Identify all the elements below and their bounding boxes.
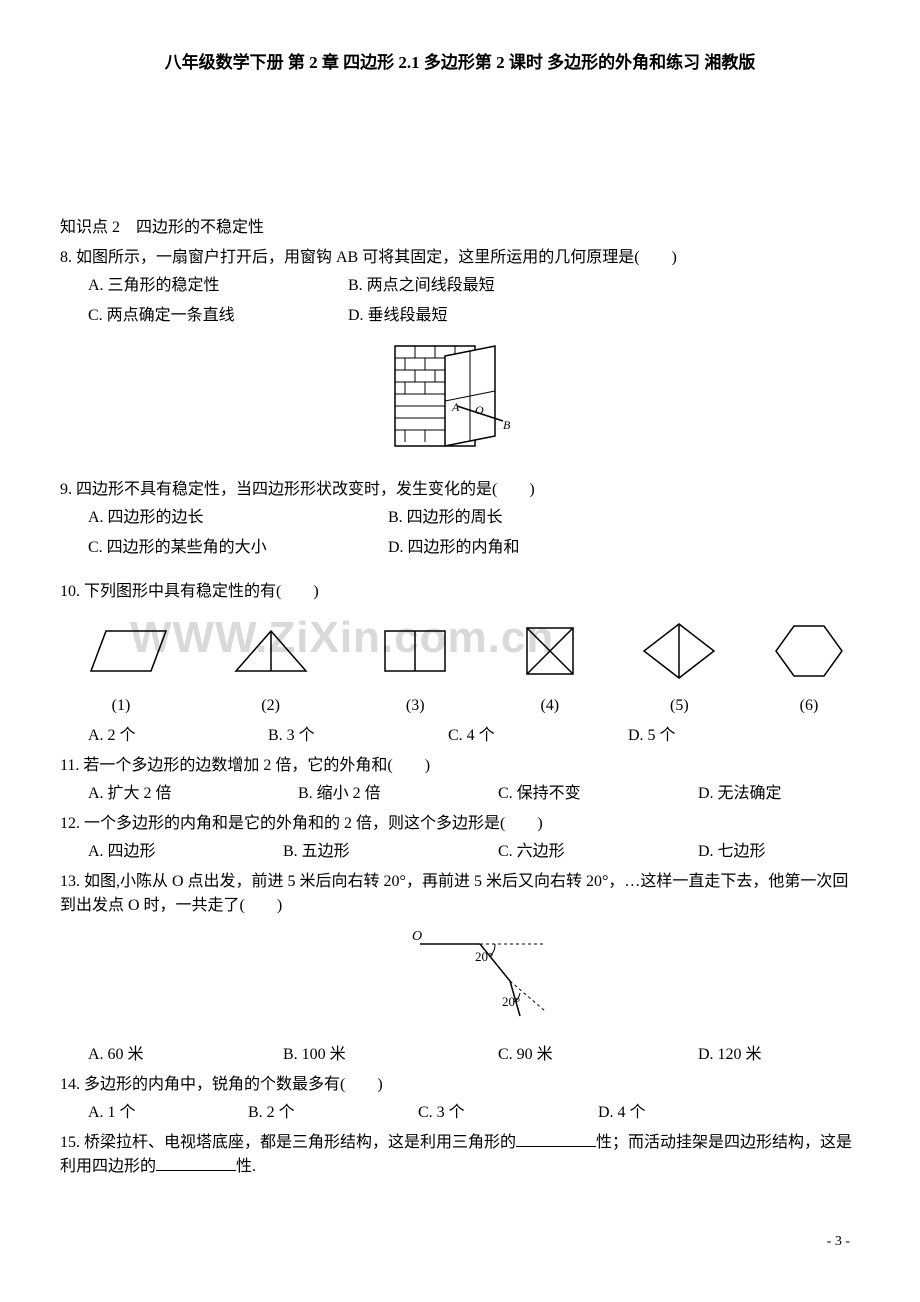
shape-4: (4): [505, 616, 595, 718]
shape-5-label: (5): [634, 694, 724, 718]
q14-optA: A. 1 个: [88, 1101, 248, 1125]
q12-options: A. 四边形 B. 五边形 C. 六边形 D. 七边形: [88, 840, 860, 864]
q14-optD: D. 4 个: [598, 1101, 646, 1125]
shape-6: (6): [764, 616, 854, 718]
q13-optD: D. 120 米: [698, 1043, 762, 1067]
q10-text: 10. 下列图形中具有稳定性的有( ): [60, 580, 860, 604]
shape-4-label: (4): [505, 694, 595, 718]
shape-1: (1): [66, 616, 176, 718]
q8-options-row1: A. 三角形的稳定性 B. 两点之间线段最短: [88, 274, 860, 298]
q9-optA: A. 四边形的边长: [88, 506, 388, 530]
q9-optC: C. 四边形的某些角的大小: [88, 536, 388, 560]
q13-optC: C. 90 米: [498, 1043, 698, 1067]
q10-optD: D. 5 个: [628, 724, 676, 748]
shape-3-label: (3): [365, 694, 465, 718]
q12-optB: B. 五边形: [283, 840, 498, 864]
q11-optB: B. 缩小 2 倍: [298, 782, 498, 806]
q9-row1: A. 四边形的边长 B. 四边形的周长: [88, 506, 860, 530]
q11-optD: D. 无法确定: [698, 782, 782, 806]
q13-optA: A. 60 米: [88, 1043, 283, 1067]
page-title: 八年级数学下册 第 2 章 四边形 2.1 多边形第 2 课时 多边形的外角和练…: [60, 50, 860, 76]
q13-figure: O 20° 20°: [60, 926, 860, 1029]
shape-2-label: (2): [216, 694, 326, 718]
q14-optC: C. 3 个: [418, 1101, 598, 1125]
q8-optC: C. 两点确定一条直线: [88, 304, 348, 328]
q8-optA: A. 三角形的稳定性: [88, 274, 348, 298]
q12-text: 12. 一个多边形的内角和是它的外角和的 2 倍，则这个多边形是( ): [60, 812, 860, 836]
shape-5: (5): [634, 616, 724, 718]
document-content: 八年级数学下册 第 2 章 四边形 2.1 多边形第 2 课时 多边形的外角和练…: [60, 50, 860, 1179]
q12-optC: C. 六边形: [498, 840, 698, 864]
q9-optD: D. 四边形的内角和: [388, 536, 520, 560]
page-number: - 3 -: [827, 1231, 850, 1252]
q11-text: 11. 若一个多边形的边数增加 2 倍，它的外角和( ): [60, 754, 860, 778]
q12-optA: A. 四边形: [88, 840, 283, 864]
q8-optD: D. 垂线段最短: [348, 304, 448, 328]
q8-optB: B. 两点之间线段最短: [348, 274, 495, 298]
q8-figure: A O B: [60, 336, 860, 464]
q14-text: 14. 多边形的内角中，锐角的个数最多有( ): [60, 1073, 860, 1097]
q11-optC: C. 保持不变: [498, 782, 698, 806]
q12-optD: D. 七边形: [698, 840, 766, 864]
shape-3: (3): [365, 616, 465, 718]
q8-label-O: O: [475, 403, 484, 417]
q10-optC: C. 4 个: [448, 724, 628, 748]
q8-label-B: B: [503, 418, 511, 432]
q9-optB: B. 四边形的周长: [388, 506, 503, 530]
q14-optB: B. 2 个: [248, 1101, 418, 1125]
q15-blank-2[interactable]: [156, 1157, 236, 1171]
shape-1-label: (1): [66, 694, 176, 718]
q8-text: 8. 如图所示，一扇窗户打开后，用窗钩 AB 可将其固定，这里所运用的几何原理是…: [60, 246, 860, 270]
q15-blank-1[interactable]: [516, 1133, 596, 1147]
shape-6-label: (6): [764, 694, 854, 718]
q8-label-A: A: [451, 400, 460, 414]
q13-options: A. 60 米 B. 100 米 C. 90 米 D. 120 米: [88, 1043, 860, 1067]
q13-text: 13. 如图,小陈从 O 点出发，前进 5 米后向右转 20°，再前进 5 米后…: [60, 870, 860, 918]
q8-options-row2: C. 两点确定一条直线 D. 垂线段最短: [88, 304, 860, 328]
shape-2: (2): [216, 616, 326, 718]
q10-shapes: (1) (2) (3) (4): [60, 616, 860, 718]
q11-optA: A. 扩大 2 倍: [88, 782, 298, 806]
q9-text: 9. 四边形不具有稳定性，当四边形形状改变时，发生变化的是( ): [60, 478, 860, 502]
q14-options: A. 1 个 B. 2 个 C. 3 个 D. 4 个: [88, 1101, 860, 1125]
q15-part3: 性.: [236, 1158, 256, 1175]
q9-row2: C. 四边形的某些角的大小 D. 四边形的内角和: [88, 536, 860, 560]
q13-angle1: 20°: [475, 949, 493, 964]
q11-options: A. 扩大 2 倍 B. 缩小 2 倍 C. 保持不变 D. 无法确定: [88, 782, 860, 806]
q10-optA: A. 2 个: [88, 724, 268, 748]
section-2-title: 知识点 2 四边形的不稳定性: [60, 216, 860, 240]
q13-label-O: O: [412, 929, 422, 944]
q13-angle2: 20°: [502, 994, 520, 1009]
q13-optB: B. 100 米: [283, 1043, 498, 1067]
q10-optB: B. 3 个: [268, 724, 448, 748]
q15-part1: 15. 桥梁拉杆、电视塔底座，都是三角形结构，这是利用三角形的: [60, 1134, 516, 1151]
q10-options: A. 2 个 B. 3 个 C. 4 个 D. 5 个: [88, 724, 860, 748]
q15-text: 15. 桥梁拉杆、电视塔底座，都是三角形结构，这是利用三角形的性；而活动挂架是四…: [60, 1131, 860, 1179]
